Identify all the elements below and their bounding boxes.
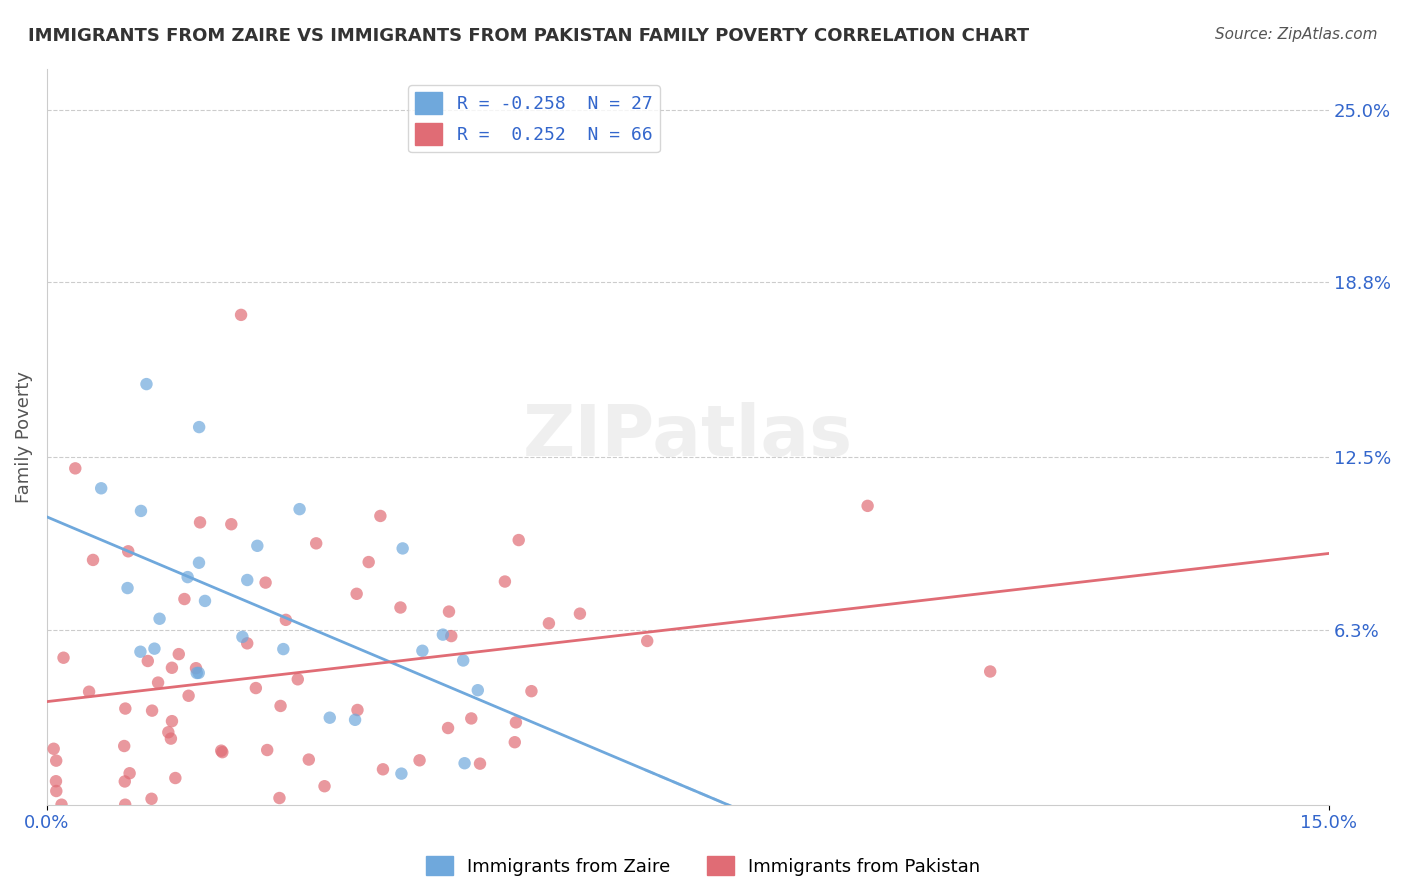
Point <box>143 641 166 656</box>
Point <box>391 766 413 780</box>
Point <box>160 714 183 728</box>
Point <box>160 731 183 746</box>
Point <box>520 684 543 698</box>
Point <box>194 594 217 608</box>
Point <box>273 642 295 657</box>
Point <box>231 630 253 644</box>
Point <box>209 744 232 758</box>
Point <box>45 754 67 768</box>
Point <box>411 644 433 658</box>
Point <box>173 592 195 607</box>
Point <box>451 653 474 667</box>
Point <box>129 504 152 518</box>
Point <box>440 629 463 643</box>
Point <box>432 627 454 641</box>
Point <box>270 698 292 713</box>
Point <box>537 616 560 631</box>
Point <box>188 556 211 570</box>
Point <box>245 681 267 695</box>
Point <box>117 581 139 595</box>
Point <box>177 689 200 703</box>
Point <box>246 539 269 553</box>
Point <box>117 544 139 558</box>
Point <box>453 756 475 771</box>
Point <box>188 420 211 434</box>
Point <box>298 753 321 767</box>
Point <box>236 573 259 587</box>
Point <box>505 715 527 730</box>
Point <box>467 683 489 698</box>
Point <box>236 636 259 650</box>
Point <box>229 308 252 322</box>
Point <box>314 779 336 793</box>
Point <box>52 650 75 665</box>
Point <box>129 645 152 659</box>
Point <box>184 661 207 675</box>
Point <box>188 516 211 530</box>
Point <box>344 713 367 727</box>
Point <box>146 675 169 690</box>
Point <box>979 665 1001 679</box>
Point <box>114 701 136 715</box>
Point <box>51 797 73 812</box>
Point <box>568 607 591 621</box>
Point <box>269 791 291 805</box>
Point <box>357 555 380 569</box>
Point <box>45 784 67 798</box>
Point <box>256 743 278 757</box>
Point <box>211 745 233 759</box>
Point <box>187 665 209 680</box>
Point <box>346 587 368 601</box>
Point <box>370 508 392 523</box>
Point <box>437 605 460 619</box>
Point <box>42 741 65 756</box>
Y-axis label: Family Poverty: Family Poverty <box>15 370 32 502</box>
Point <box>186 665 208 680</box>
Point <box>165 771 187 785</box>
Point <box>167 647 190 661</box>
Point <box>856 499 879 513</box>
Legend: R = -0.258  N = 27, R =  0.252  N = 66: R = -0.258 N = 27, R = 0.252 N = 66 <box>408 85 659 153</box>
Text: IMMIGRANTS FROM ZAIRE VS IMMIGRANTS FROM PAKISTAN FAMILY POVERTY CORRELATION CHA: IMMIGRANTS FROM ZAIRE VS IMMIGRANTS FROM… <box>28 27 1029 45</box>
Point <box>346 703 368 717</box>
Point <box>319 711 342 725</box>
Point <box>468 756 491 771</box>
Point <box>503 735 526 749</box>
Point <box>160 661 183 675</box>
Point <box>389 600 412 615</box>
Point <box>391 541 413 556</box>
Point <box>136 654 159 668</box>
Point <box>118 766 141 780</box>
Point <box>157 725 180 739</box>
Point <box>135 377 157 392</box>
Point <box>176 570 198 584</box>
Point <box>371 762 394 776</box>
Point <box>77 684 100 698</box>
Point <box>90 481 112 495</box>
Text: Source: ZipAtlas.com: Source: ZipAtlas.com <box>1215 27 1378 42</box>
Point <box>114 774 136 789</box>
Point <box>112 739 135 753</box>
Point <box>114 797 136 812</box>
Point <box>288 502 311 516</box>
Point <box>82 553 104 567</box>
Point <box>141 704 163 718</box>
Point <box>437 721 460 735</box>
Point <box>254 575 277 590</box>
Point <box>305 536 328 550</box>
Text: ZIPatlas: ZIPatlas <box>523 402 853 471</box>
Point <box>460 711 482 725</box>
Legend: Immigrants from Zaire, Immigrants from Pakistan: Immigrants from Zaire, Immigrants from P… <box>419 849 987 883</box>
Point <box>494 574 516 589</box>
Point <box>148 612 170 626</box>
Point <box>45 774 67 789</box>
Point <box>636 634 658 648</box>
Point <box>65 461 87 475</box>
Point <box>508 533 530 547</box>
Point <box>287 673 309 687</box>
Point <box>274 613 297 627</box>
Point <box>221 517 243 532</box>
Point <box>408 753 430 767</box>
Point <box>141 791 163 805</box>
